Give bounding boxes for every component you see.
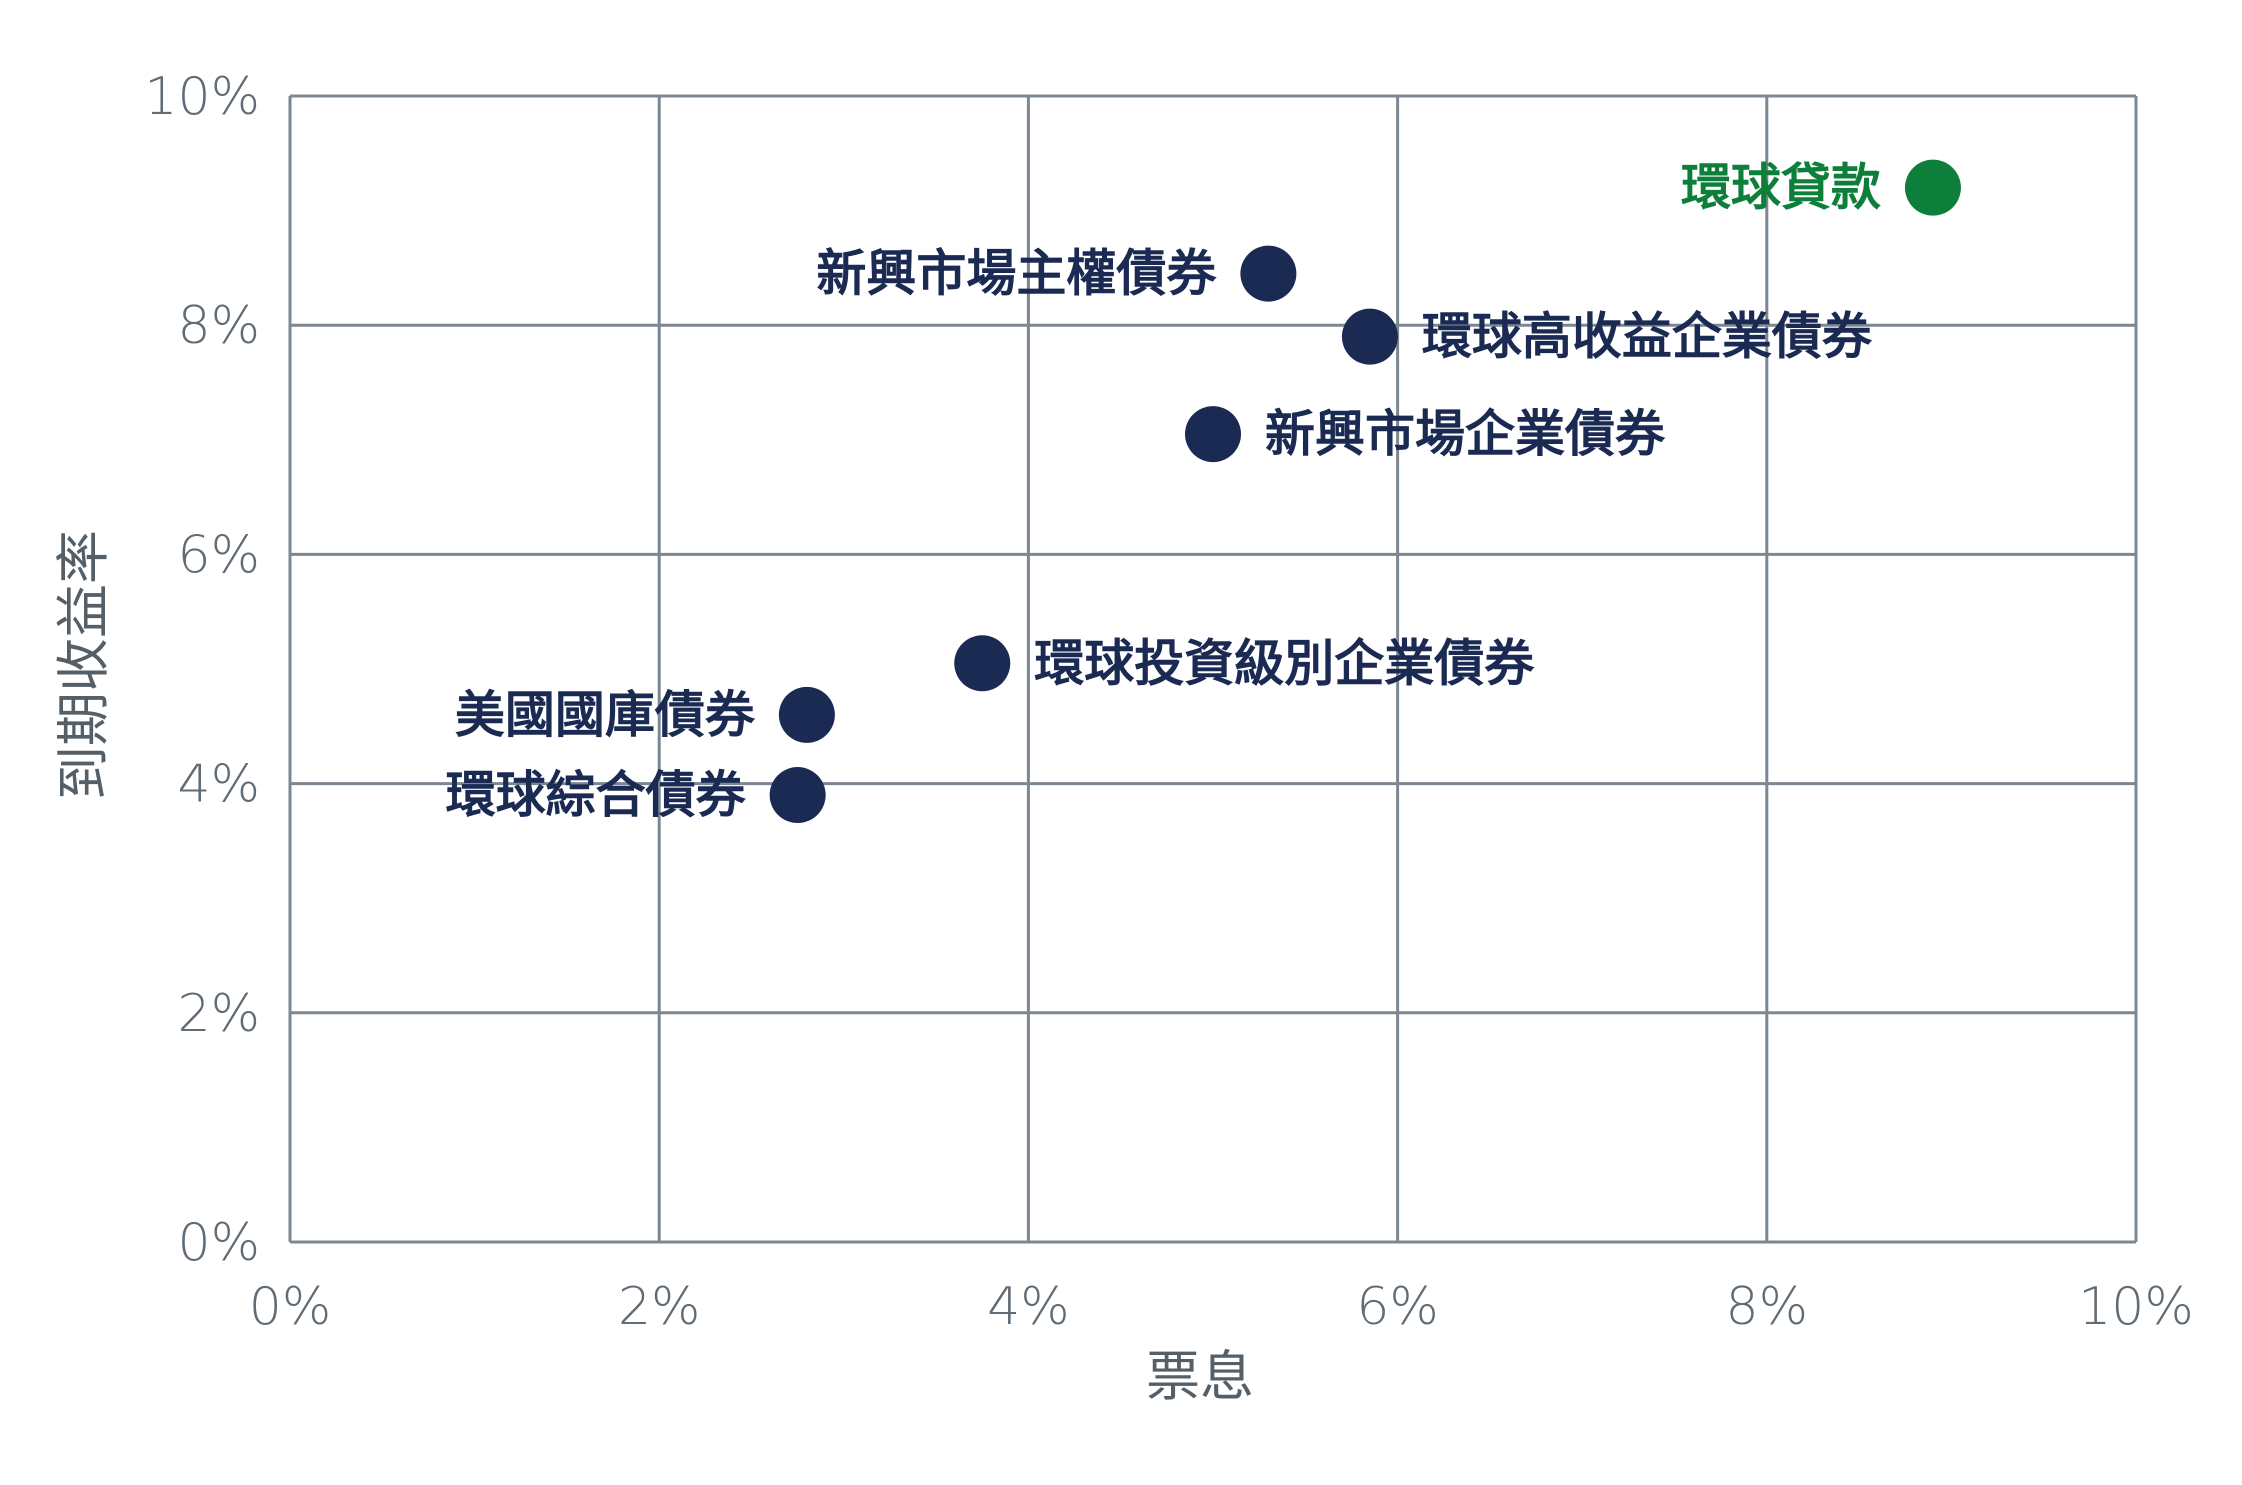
y-tick-label: 10% xyxy=(144,67,260,127)
y-tick-label: 8% xyxy=(178,296,261,356)
y-axis-title: 到期收益率 xyxy=(52,530,115,800)
grid-layer xyxy=(288,94,2138,1244)
point-label: 環球高收益企業債券 xyxy=(1422,308,1873,366)
point-label: 環球投資級別企業債券 xyxy=(1034,634,1535,692)
point-label: 環球綜合債券 xyxy=(446,766,747,824)
scatter-point xyxy=(769,767,826,824)
data-points xyxy=(769,159,1961,824)
scatter-point xyxy=(1240,245,1297,302)
tick-labels: 0% 2% 4% 6% 8% 10% 0% 2% 4% 6% 8% 10% xyxy=(144,67,2193,1337)
y-tick-label: 2% xyxy=(178,984,261,1044)
y-tick-label: 4% xyxy=(178,755,261,815)
x-tick-label: 4% xyxy=(987,1277,1070,1337)
point-label: 環球貸款 xyxy=(1681,159,1881,217)
x-tick-label: 8% xyxy=(1726,1277,1809,1337)
point-labels: 環球貸款新興市場主權債券環球高收益企業債券新興市場企業債券環球投資級別企業債券美… xyxy=(446,159,1881,824)
x-tick-label: 6% xyxy=(1356,1277,1439,1337)
point-label: 美國國庫債券 xyxy=(455,686,756,744)
scatter-point xyxy=(1185,406,1241,463)
scatter-point xyxy=(1904,159,1961,216)
scatter-point xyxy=(778,686,835,743)
scatter-point xyxy=(1341,308,1398,365)
x-axis-title: 票息 xyxy=(1146,1345,1254,1408)
x-tick-label: 0% xyxy=(249,1277,332,1337)
y-tick-label: 6% xyxy=(178,525,261,585)
point-label: 新興市場主權債券 xyxy=(816,245,1217,303)
x-tick-label: 2% xyxy=(618,1277,701,1337)
scatter-point xyxy=(954,635,1011,692)
point-label: 新興市場企業債券 xyxy=(1265,405,1666,463)
x-tick-label: 10% xyxy=(2078,1277,2194,1337)
y-tick-label: 0% xyxy=(178,1213,261,1273)
